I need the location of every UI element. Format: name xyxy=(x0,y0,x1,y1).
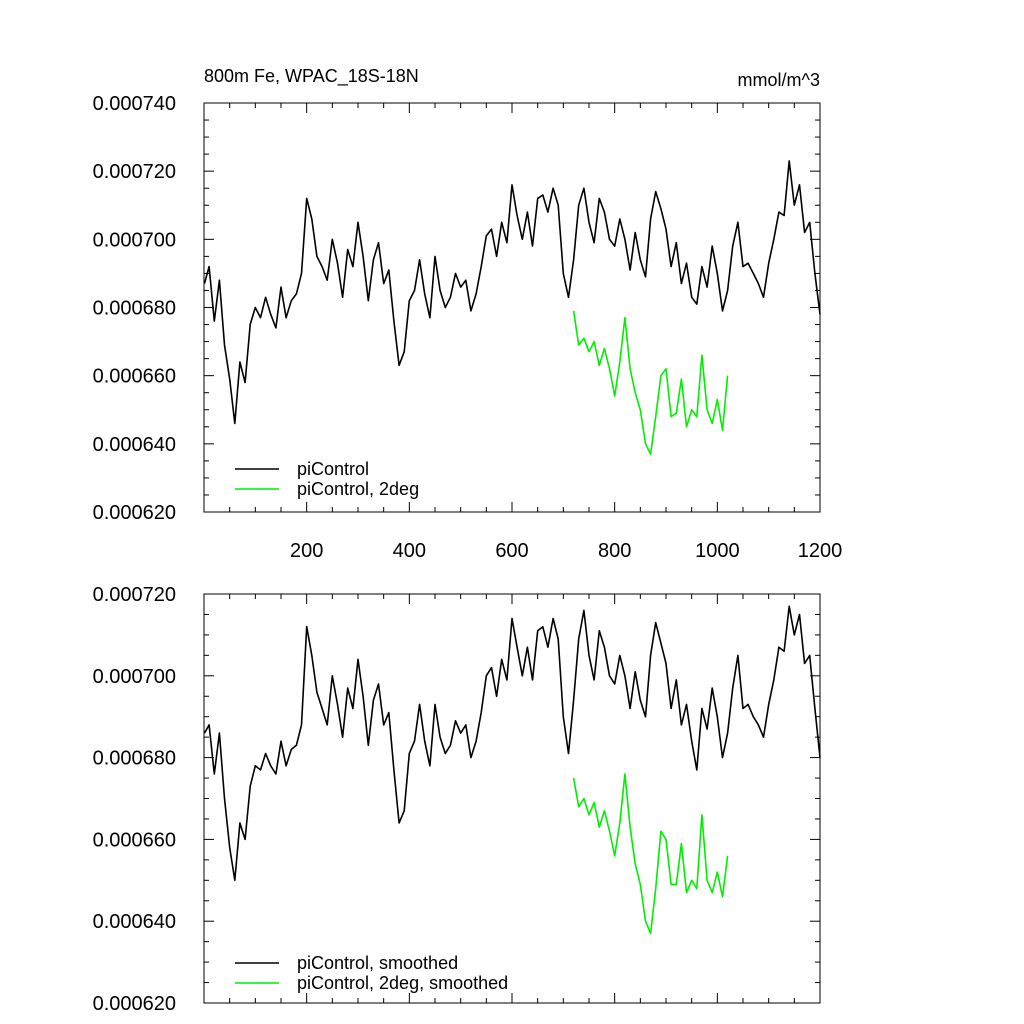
y-tick-label: 0.000640 xyxy=(93,434,176,456)
y-tick-label: 0.000660 xyxy=(93,829,176,851)
series-line-black xyxy=(203,605,821,882)
legend-label: piControl xyxy=(297,459,369,479)
y-tick-label: 0.000720 xyxy=(93,584,176,606)
plot-frame xyxy=(203,102,821,513)
units-label: mmol/m^3 xyxy=(738,70,820,90)
y-tick-label: 0.000700 xyxy=(93,229,176,251)
y-tick-label: 0.000660 xyxy=(93,366,176,388)
y-tick-label: 0.000700 xyxy=(93,666,176,688)
x-tick-label: 800 xyxy=(598,540,631,562)
legend-label: piControl, smoothed xyxy=(297,953,458,973)
x-tick-label: 1000 xyxy=(695,540,740,562)
x-tick-label: 600 xyxy=(495,540,528,562)
y-tick-label: 0.000720 xyxy=(93,161,176,183)
y-tick-label: 0.000620 xyxy=(93,993,176,1015)
chart-title: 800m Fe, WPAC_18S-18N xyxy=(204,66,419,87)
plot-frame xyxy=(203,593,821,1004)
y-tick-label: 0.000740 xyxy=(93,93,176,115)
legend-label: piControl, 2deg, smoothed xyxy=(297,973,508,993)
x-tick-label: 200 xyxy=(290,540,323,562)
x-tick-label: 1200 xyxy=(798,540,843,562)
y-tick-label: 0.000620 xyxy=(93,502,176,524)
series-line-green xyxy=(572,310,729,455)
series-line-green xyxy=(572,773,729,935)
y-tick-label: 0.000640 xyxy=(93,911,176,933)
series-line-black xyxy=(203,160,821,425)
y-tick-label: 0.000680 xyxy=(93,748,176,770)
y-tick-label: 0.000680 xyxy=(93,298,176,320)
legend-label: piControl, 2deg xyxy=(297,479,419,499)
bottom-panel: 0.000620 0.000640 0.000660 0.000680 0.000700… xyxy=(93,584,821,1015)
top-panel: 200 400 600 800 1000 1200 0.000620 0.000640 0.00… xyxy=(93,93,843,562)
x-tick-label: 400 xyxy=(393,540,426,562)
